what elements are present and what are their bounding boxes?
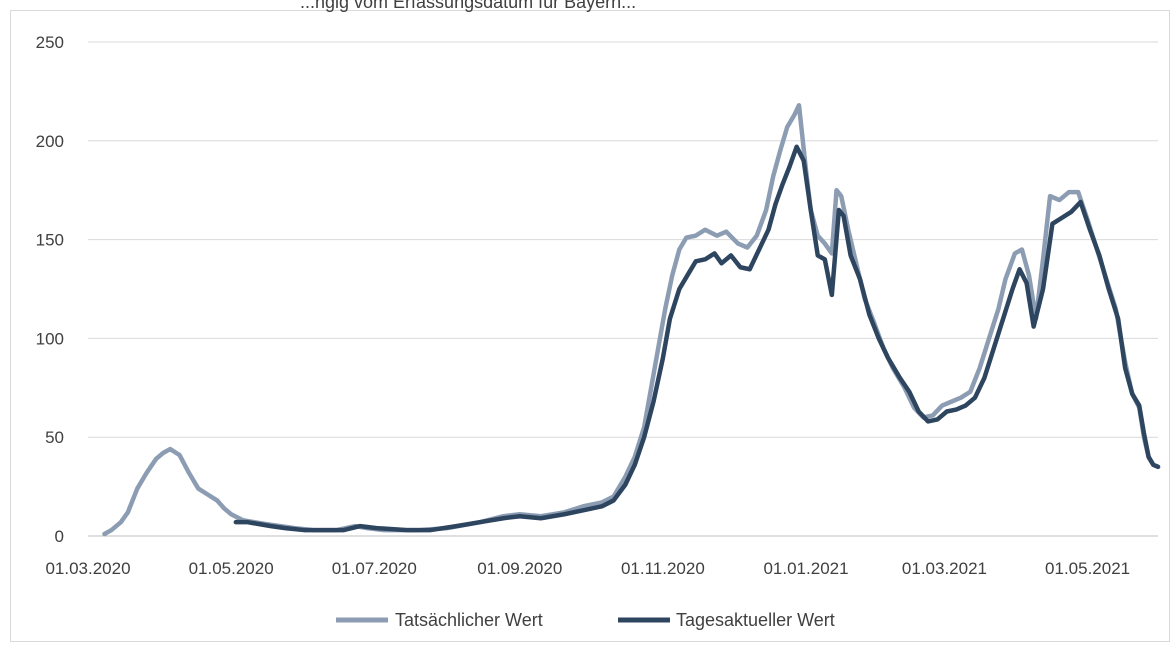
x-tick-label: 01.09.2020 [477,559,562,578]
legend: Tatsächlicher Wert Tagesaktueller Wert [336,610,835,630]
x-tick-label: 01.11.2020 [621,559,705,578]
legend-label: Tatsächlicher Wert [395,610,543,630]
x-tick-label: 01.05.2021 [1045,559,1130,578]
x-tick-label: 01.03.2020 [45,559,130,578]
chart-title-fragment: ...ngig vom Erfassungsdatum für Bayern..… [300,0,636,12]
y-tick-label: 150 [36,231,64,250]
y-tick-label: 50 [45,428,64,447]
gridlines [88,41,1158,537]
x-tick-label: 01.05.2020 [189,559,274,578]
legend-label: Tagesaktueller Wert [676,610,835,630]
series-line-tagesaktueller-wert [233,144,1161,533]
title-layer: ...ngig vom Erfassungsdatum für Bayern..… [300,0,636,12]
y-tick-label: 200 [36,132,64,151]
y-tick-label: 100 [36,329,64,348]
y-tick-label: 0 [55,527,64,546]
axes: 0 50 100 150 200 250 01.03.2020 01.05.2020 01.07… [36,33,1131,578]
x-tick-label: 01.01.2021 [763,559,848,578]
x-tick-label: 01.03.2021 [902,559,987,578]
y-tick-label: 250 [36,33,64,52]
x-tick-label: 01.07.2020 [332,559,417,578]
series-lines [102,102,1161,537]
chart-frame [10,10,1170,642]
